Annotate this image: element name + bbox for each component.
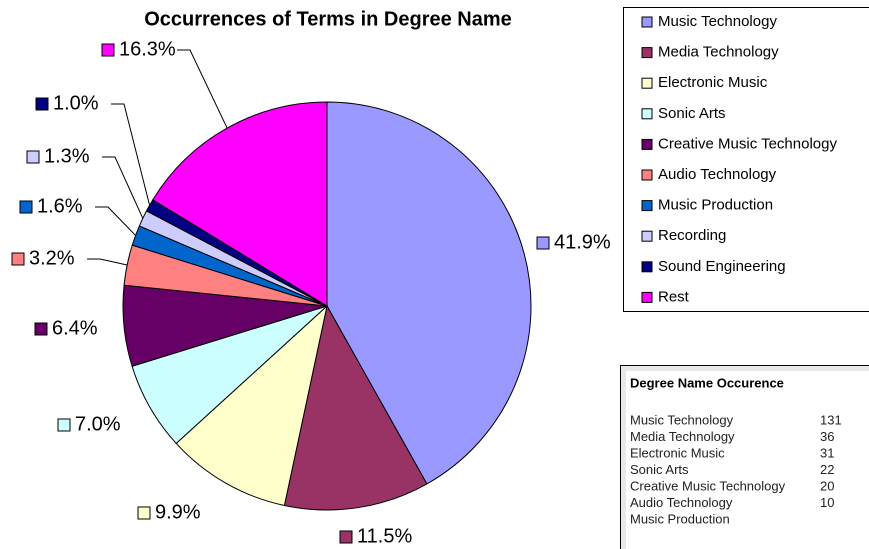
label-swatch [19, 200, 33, 214]
label-swatch [26, 150, 40, 164]
label-swatch [57, 418, 71, 432]
legend-swatch [641, 200, 653, 212]
data-label: 1.0% [53, 92, 99, 114]
table-inner [626, 371, 869, 549]
table-label: Creative Music Technology [630, 478, 786, 493]
table-value: 20 [820, 478, 834, 493]
legend-swatch [641, 77, 653, 89]
table-label: Audio Technology [630, 495, 733, 510]
table-label: Electronic Music [630, 445, 725, 460]
legend-label: Electronic Music [658, 74, 768, 91]
label-swatch [101, 43, 115, 57]
table-value: 131 [820, 412, 842, 427]
legend-label: Sonic Arts [658, 105, 726, 122]
table-label: Media Technology [630, 429, 735, 444]
label-swatch [137, 506, 151, 520]
data-label: 16.3% [119, 38, 176, 60]
legend-box [623, 7, 869, 312]
legend-swatch [641, 138, 653, 150]
pie-slice [283, 304, 428, 511]
legend-swatch [641, 169, 653, 181]
pie-slice [326, 101, 532, 485]
data-label: 1.6% [37, 195, 83, 217]
table-value: 10 [820, 495, 834, 510]
legend-label: Audio Technology [658, 166, 777, 183]
legend-swatch [641, 108, 653, 120]
legend-swatch [641, 16, 653, 28]
legend-swatch [641, 47, 653, 59]
legend-swatch [641, 230, 653, 242]
table-label: Music Production [630, 511, 730, 526]
data-label: 41.9% [554, 231, 611, 253]
legend-label: Rest [658, 288, 690, 305]
pie-slice [175, 304, 328, 507]
legend-label: Music Technology [658, 13, 777, 30]
legend-label: Recording [658, 227, 726, 244]
chart-title: Occurrences of Terms in Degree Name [144, 8, 512, 30]
legend-label: Sound Engineering [658, 258, 786, 275]
leader-line [95, 206, 136, 236]
table-label: Music Technology [630, 412, 734, 427]
data-label: 11.5% [357, 525, 412, 547]
table-value: 31 [820, 445, 834, 460]
data-label: 3.2% [29, 247, 75, 269]
table-value: 36 [820, 429, 834, 444]
data-label: 6.4% [52, 317, 98, 339]
label-swatch [339, 530, 353, 544]
label-swatch [35, 97, 49, 111]
legend-label: Media Technology [658, 44, 779, 61]
data-label: 7.0% [75, 413, 121, 435]
table-title: Degree Name Occurence [630, 375, 784, 390]
data-label: 9.9% [155, 501, 201, 523]
leader-line [102, 156, 144, 219]
table-label: Sonic Arts [630, 462, 689, 477]
label-swatch [11, 252, 25, 266]
leader-line [177, 49, 228, 129]
legend-swatch [641, 261, 653, 273]
legend-label: Music Production [658, 197, 773, 214]
table-value: 22 [820, 462, 834, 477]
data-label: 1.3% [44, 145, 90, 167]
label-swatch [34, 322, 48, 336]
leader-line [87, 258, 128, 266]
leader-line [111, 103, 151, 206]
legend-label: Creative Music Technology [658, 135, 837, 152]
label-swatch [536, 236, 550, 250]
legend-swatch [641, 291, 653, 303]
